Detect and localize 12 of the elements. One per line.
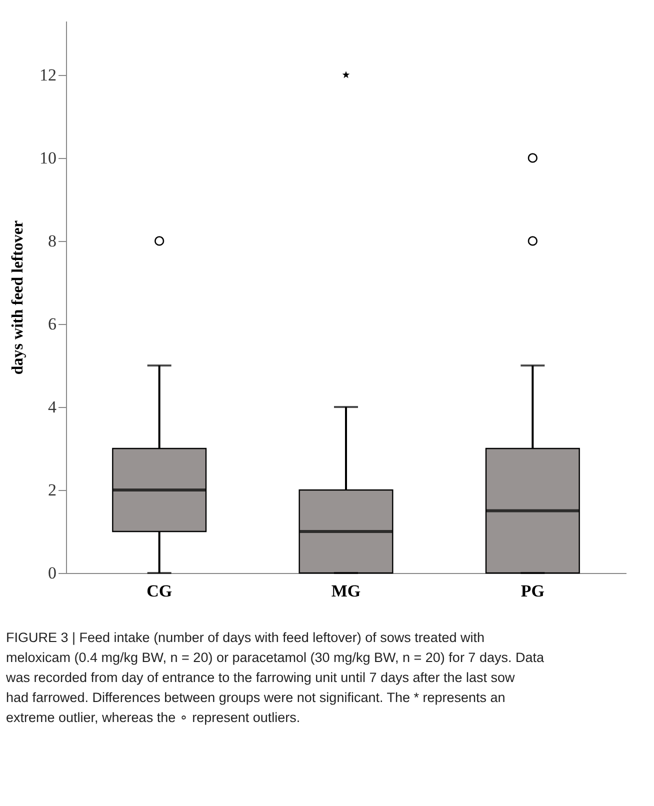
y-tick-label: 0 (48, 564, 56, 582)
y-tick-label: 2 (48, 480, 56, 500)
x-tick-label: MG (331, 582, 361, 600)
y-tick-label: 6 (48, 314, 56, 334)
y-tick-label: 10 (40, 148, 56, 168)
y-axis-title: days with feed leftover (10, 220, 26, 375)
caption: FIGURE 3 | Feed intake (number of days with feed leftover) of sows treated with meloxicam (0.4 mg/kg BW, n = 20) or paracetamol (30 mg/kg BW, n = 20) for 7 days. Data was recorded from day of entrance to the farrowing unit until 7 days after the last sow had farrowed. Differences between groups were not significant. The * represents an extreme outlier, whereas the ∘ represent outliers. (5, 630, 544, 725)
y-tick-label: 8 (48, 231, 56, 250)
x-tick-label: CG (146, 582, 172, 600)
x-tick-label: PG (520, 582, 544, 600)
y-tick-label: 4 (48, 397, 57, 416)
y-tick-label: 12 (40, 65, 56, 84)
